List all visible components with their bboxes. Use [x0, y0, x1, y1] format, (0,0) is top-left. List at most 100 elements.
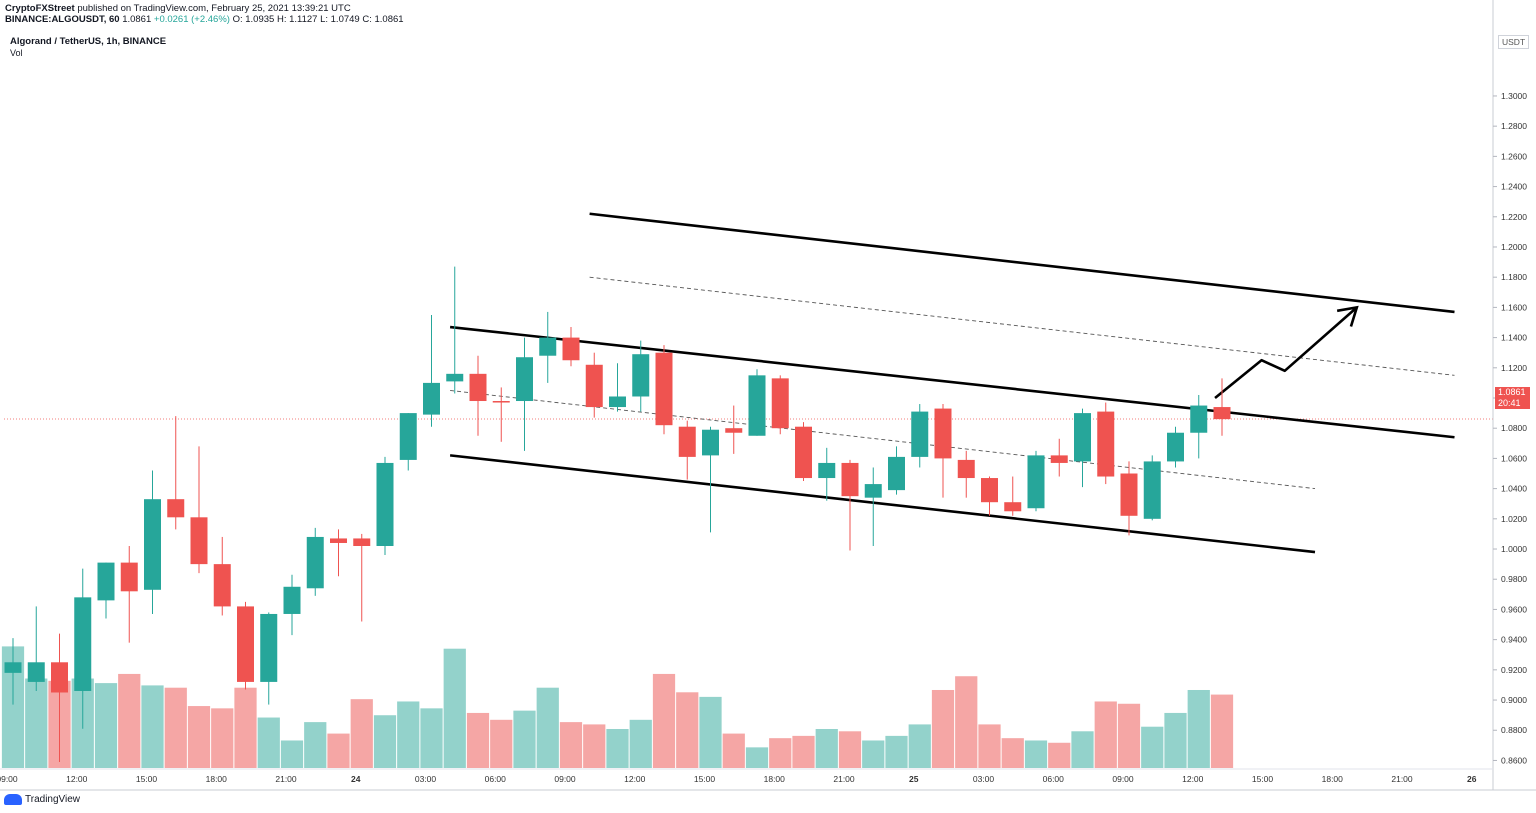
candle-body [353, 538, 371, 546]
tradingview-logo[interactable]: TradingView [4, 794, 80, 805]
y-tick-label: 1.1200 [1501, 363, 1527, 373]
volume-bar [513, 710, 536, 768]
x-tick-label: 21:00 [275, 774, 297, 784]
candle-body [283, 586, 301, 614]
volume-bar [25, 678, 48, 768]
arrow-head [1336, 305, 1359, 327]
channel-line [449, 325, 1455, 439]
candle-body [144, 499, 161, 590]
x-tick-label: 25 [909, 774, 919, 784]
volume-bar [420, 708, 443, 768]
volume-bar [490, 719, 513, 768]
volume-bar [978, 724, 1001, 768]
chart-title: Algorand / TetherUS, 1h, BINANCE [10, 36, 167, 47]
volume-bar [373, 715, 397, 768]
bar-countdown: 20:41 [1498, 398, 1521, 408]
volume-bar [141, 685, 164, 768]
currency-label[interactable]: USDT [1498, 35, 1530, 49]
candle-body [376, 462, 394, 546]
price-change: +0.0261 (+2.46%) [153, 14, 230, 25]
candle-body [423, 382, 440, 415]
candle-body [609, 396, 626, 408]
candle-body [306, 536, 324, 589]
candle-body [492, 401, 510, 403]
y-tick-label: 0.9400 [1501, 635, 1527, 645]
tradingview-brand: TradingView [25, 794, 81, 805]
candle-body [539, 337, 557, 356]
volume-bar [745, 747, 769, 768]
y-tick-label: 1.0600 [1501, 453, 1527, 463]
publish-info: CryptoFXStreet published on TradingView.… [5, 3, 404, 25]
y-tick-label: 1.2800 [1501, 121, 1527, 131]
y-tick-label: 0.8600 [1501, 755, 1527, 765]
volume-bar [606, 728, 629, 768]
candle-body [1004, 502, 1022, 512]
volume-bar [862, 740, 885, 768]
candle-body [469, 373, 487, 402]
x-tick-label: 12:00 [1182, 774, 1204, 784]
candle-body [562, 337, 580, 361]
y-tick-label: 1.0000 [1501, 544, 1527, 554]
y-tick-label: 1.0400 [1501, 484, 1527, 494]
publisher-name[interactable]: CryptoFXStreet [5, 3, 75, 14]
y-tick-label: 1.2400 [1501, 182, 1527, 192]
candle-body [190, 517, 208, 565]
candle-body [702, 429, 719, 456]
projection-arrow [1214, 306, 1358, 400]
candle-body [1050, 455, 1068, 463]
current-price-value: 1.0861 [1498, 387, 1526, 397]
y-tick-label: 1.2000 [1501, 242, 1527, 252]
volume-bar [838, 731, 862, 768]
volume-bar [769, 738, 792, 768]
x-tick-label: 21:00 [1391, 774, 1413, 784]
volume-bar [466, 712, 490, 768]
volume-bar [629, 719, 652, 768]
x-tick-label: 12:00 [624, 774, 646, 784]
x-tick-label: 03:00 [973, 774, 995, 784]
volume-label: Vol [10, 48, 23, 58]
volume-bar [955, 676, 978, 768]
x-tick-label: 12:00 [66, 774, 88, 784]
y-tick-label: 1.1800 [1501, 272, 1527, 282]
current-price-tag: 1.0861 20:41 [1495, 387, 1530, 409]
y-tick-label: 0.9600 [1501, 604, 1527, 614]
volume-bar [280, 740, 304, 768]
volume-bar [234, 687, 257, 768]
candle-body [1190, 405, 1208, 433]
volume-bar [187, 706, 211, 768]
candle-body [678, 426, 696, 457]
symbol-line: BINANCE:ALGOUSDT, 60 [5, 14, 120, 25]
candle-body [818, 462, 836, 479]
candle-body [725, 428, 743, 433]
x-tick-label: 21:00 [833, 774, 855, 784]
candle-body [1120, 473, 1138, 516]
candle-body [888, 456, 905, 491]
candle-body [4, 662, 22, 673]
volume-bar [815, 728, 838, 768]
candle-body [1027, 455, 1045, 509]
y-tick-label: 0.8800 [1501, 725, 1527, 735]
x-tick-label: 09:00 [554, 774, 576, 784]
x-tick-label: 09:00 [1112, 774, 1134, 784]
volume-bar [350, 699, 373, 768]
candle-body [1074, 413, 1091, 462]
volume-bar [722, 733, 745, 768]
x-tick-label: 15:00 [1252, 774, 1274, 784]
candle-body [1167, 432, 1184, 462]
candle-body [27, 662, 45, 682]
volume-bar [885, 735, 908, 768]
candle-body [1143, 461, 1161, 519]
y-tick-label: 0.9800 [1501, 574, 1527, 584]
candle-body [655, 352, 673, 426]
y-tick-label: 0.9000 [1501, 695, 1527, 705]
volume-bar [1001, 738, 1024, 768]
volume-bar [908, 724, 931, 768]
candle-body [120, 562, 138, 592]
x-tick-label: 24 [351, 774, 361, 784]
candle-body [585, 364, 603, 408]
x-tick-label: 15:00 [136, 774, 158, 784]
channel-midline [450, 390, 1316, 490]
candle-body [841, 462, 859, 497]
volume-bar [327, 733, 350, 768]
